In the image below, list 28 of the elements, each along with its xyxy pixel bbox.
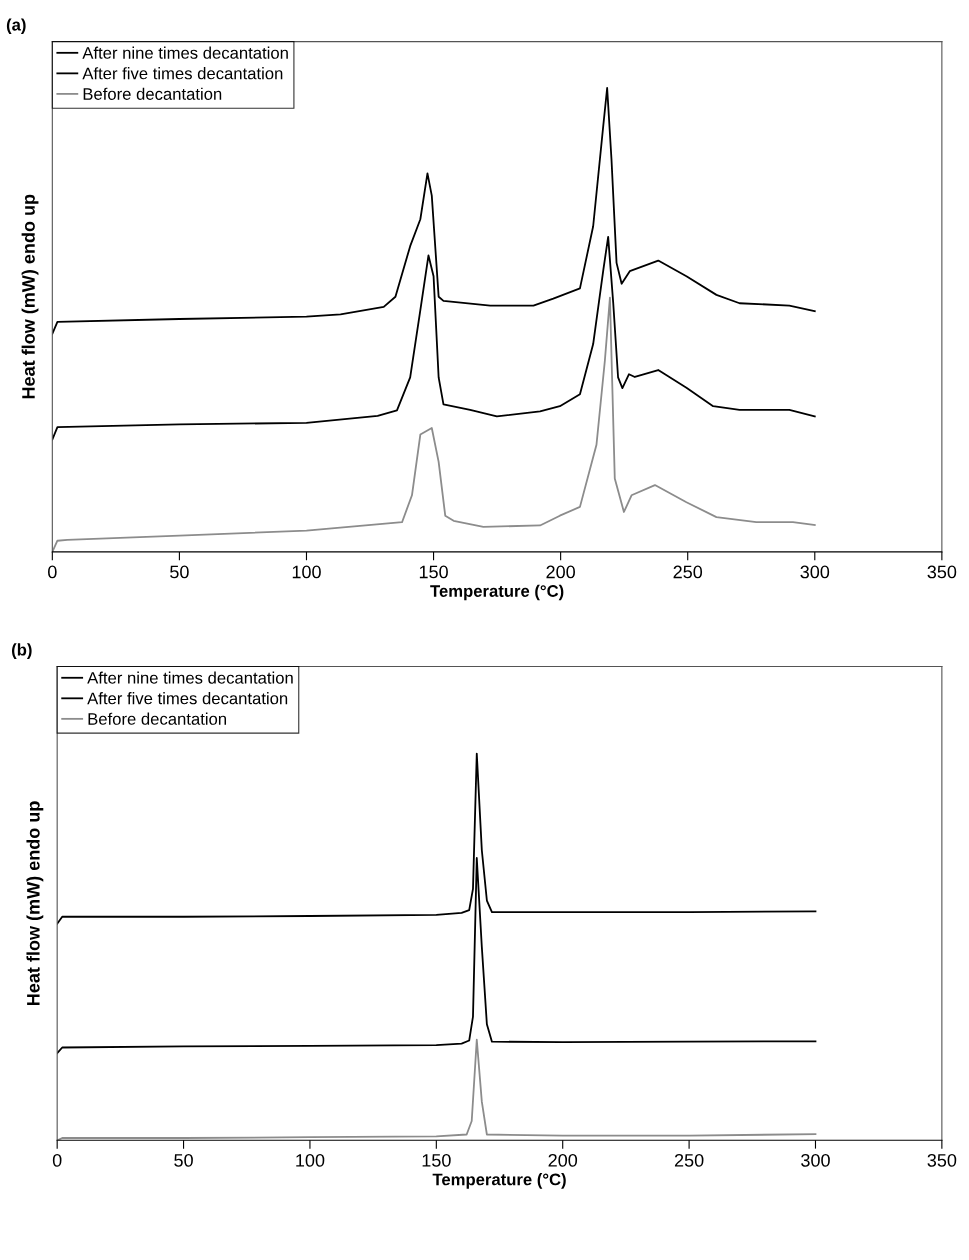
legend-label: After nine times decantation [87,671,293,684]
x-axis-title: Temperature (°C) [432,1173,566,1189]
y-axis-title: Heat flow (mW) endo up [21,194,39,399]
x-tick-label: 0 [52,1153,62,1167]
x-tick-label: 200 [546,565,575,579]
x-tick-label: 0 [48,565,57,579]
x-tick-label: 250 [673,565,703,579]
x-tick-label: 300 [800,565,830,579]
legend-label: Before decantation [88,712,227,725]
legend-label: After nine times decantation [82,46,288,59]
chart-title: (b) [12,643,32,659]
x-tick-label: 100 [292,565,321,579]
x-tick-label: 50 [170,565,189,579]
chart-title: (a) [6,18,26,34]
legend-label: After five times decantation [87,692,288,705]
x-tick-label: 150 [419,565,448,579]
x-tick-label: 200 [548,1153,578,1167]
y-axis-title: Heat flow (mW) endo up [26,801,44,1006]
x-tick-label: 350 [927,565,957,579]
x-tick-label: 250 [674,1153,704,1167]
x-tick-label: 350 [927,1153,957,1167]
x-axis-title: Temperature (°C) [430,584,564,601]
legend-label: After five times decantation [82,67,283,80]
x-tick-label: 100 [296,1153,325,1167]
x-tick-label: 50 [174,1153,193,1167]
x-tick-label: 300 [801,1153,830,1167]
x-tick-label: 150 [422,1153,451,1167]
legend-label: Before decantation [83,87,222,100]
